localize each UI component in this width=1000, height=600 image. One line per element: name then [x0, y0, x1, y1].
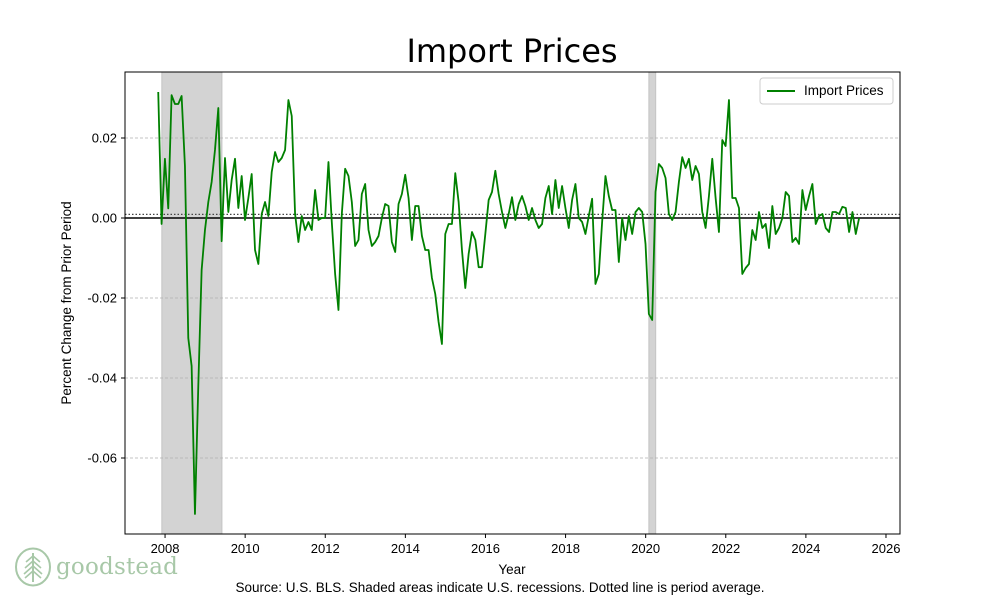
x-tick-label: 2020 — [631, 541, 660, 556]
y-tick-label: 0.02 — [92, 131, 117, 146]
y-axis-label: Percent Change from Prior Period — [59, 201, 74, 404]
x-tick-label: 2012 — [311, 541, 340, 556]
plot-area — [125, 72, 900, 534]
x-tick-label: 2010 — [231, 541, 260, 556]
x-tick-label: 2022 — [711, 541, 740, 556]
tree-icon — [15, 547, 51, 587]
recession-band-0 — [161, 71, 223, 535]
x-tick-label: 2014 — [391, 541, 420, 556]
x-axis-label: Year — [498, 562, 526, 577]
source-note: Source: U.S. BLS. Shaded areas indicate … — [235, 580, 765, 595]
plot-frame — [124, 71, 901, 535]
y-tick-label: -0.04 — [87, 371, 117, 386]
y-tick-label: -0.06 — [87, 451, 117, 466]
series-line-0 — [157, 91, 861, 515]
y-tick-label: 0.00 — [92, 211, 117, 226]
x-tick-label: 2008 — [151, 541, 180, 556]
legend-label: Import Prices — [804, 83, 884, 98]
x-tick-label: 2026 — [872, 541, 901, 556]
x-tick-label: 2016 — [471, 541, 500, 556]
legend-frame — [759, 77, 894, 105]
x-tick-label: 2024 — [791, 541, 820, 556]
logo-wordmark: goodstead — [56, 554, 179, 580]
chart-title: Import Prices — [406, 32, 617, 70]
legend: Import Prices — [759, 77, 894, 105]
brand-logo: goodstead — [14, 546, 178, 588]
x-tick-label: 2018 — [551, 541, 580, 556]
y-tick-label: -0.02 — [87, 291, 117, 306]
